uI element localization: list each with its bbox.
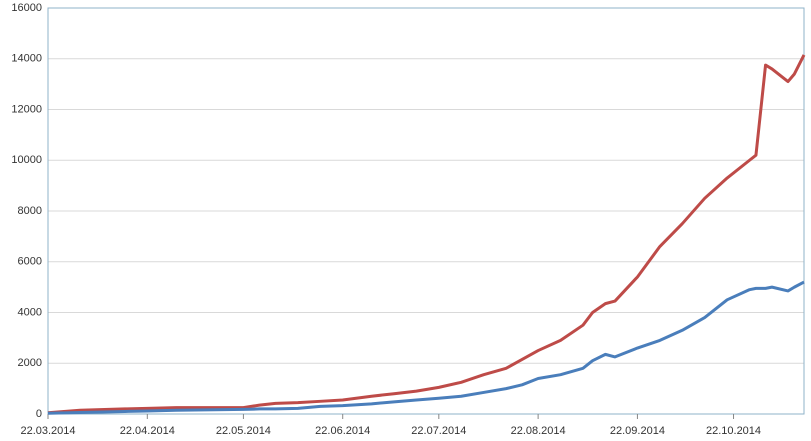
y-tick-label: 2000: [18, 357, 42, 369]
data-line: [47, 54, 806, 415]
x-tick-label: 22.03.2014: [20, 425, 75, 437]
data-line: [47, 280, 805, 415]
x-tick-label: 22.10.2014: [706, 425, 761, 437]
y-tick-label: 12000: [11, 103, 42, 115]
y-tick-label: 0: [36, 408, 42, 420]
y-tick-label: 4000: [18, 306, 42, 318]
y-tick-label: 10000: [11, 154, 42, 166]
x-tick-label: 22.06.2014: [315, 425, 370, 437]
y-tick-label: 16000: [11, 2, 42, 14]
x-tick-label: 22.05.2014: [216, 425, 271, 437]
x-tick-label: 22.09.2014: [610, 425, 665, 437]
y-tick-label: 14000: [11, 53, 42, 65]
x-tick-label: 22.07.2014: [411, 425, 466, 437]
plot-frame: [47, 7, 805, 415]
y-tick-label: 8000: [18, 205, 42, 217]
y-tick-label: 6000: [18, 256, 42, 268]
x-tick-label: 22.08.2014: [511, 425, 566, 437]
x-tick-label: 22.04.2014: [120, 425, 175, 437]
